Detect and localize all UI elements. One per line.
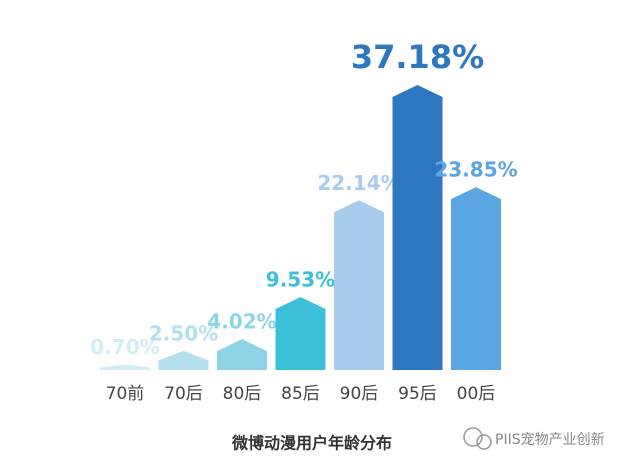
bar <box>392 85 443 370</box>
bar <box>334 200 384 370</box>
value-label: 22.14% <box>317 171 400 195</box>
x-tick-label: 70后 <box>164 384 203 404</box>
value-label: 9.53% <box>266 267 335 291</box>
value-label: 0.70% <box>90 335 159 359</box>
x-tick-label: 00后 <box>457 384 496 404</box>
watermark: PIIS宠物产业创新 <box>495 432 605 448</box>
watermark-icon <box>463 427 492 450</box>
bar <box>275 296 326 370</box>
bar <box>158 350 209 370</box>
chart-title: 微博动漫用户年龄分布 <box>231 434 392 453</box>
bar <box>100 364 150 370</box>
x-tick-label: 85后 <box>281 384 320 404</box>
value-label: 23.85% <box>434 158 517 182</box>
x-tick-label: 95后 <box>398 384 437 404</box>
bar <box>451 187 501 370</box>
value-label: 37.18% <box>351 38 484 76</box>
x-tick-label: 70前 <box>106 384 145 404</box>
value-label: 2.50% <box>149 321 218 345</box>
x-tick-label: 90后 <box>340 384 379 404</box>
x-tick-label: 80后 <box>223 384 262 404</box>
bar <box>217 339 267 370</box>
value-label: 4.02% <box>207 310 276 334</box>
